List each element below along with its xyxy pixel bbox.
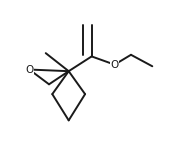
Text: O: O — [25, 65, 33, 75]
Text: O: O — [111, 60, 119, 70]
